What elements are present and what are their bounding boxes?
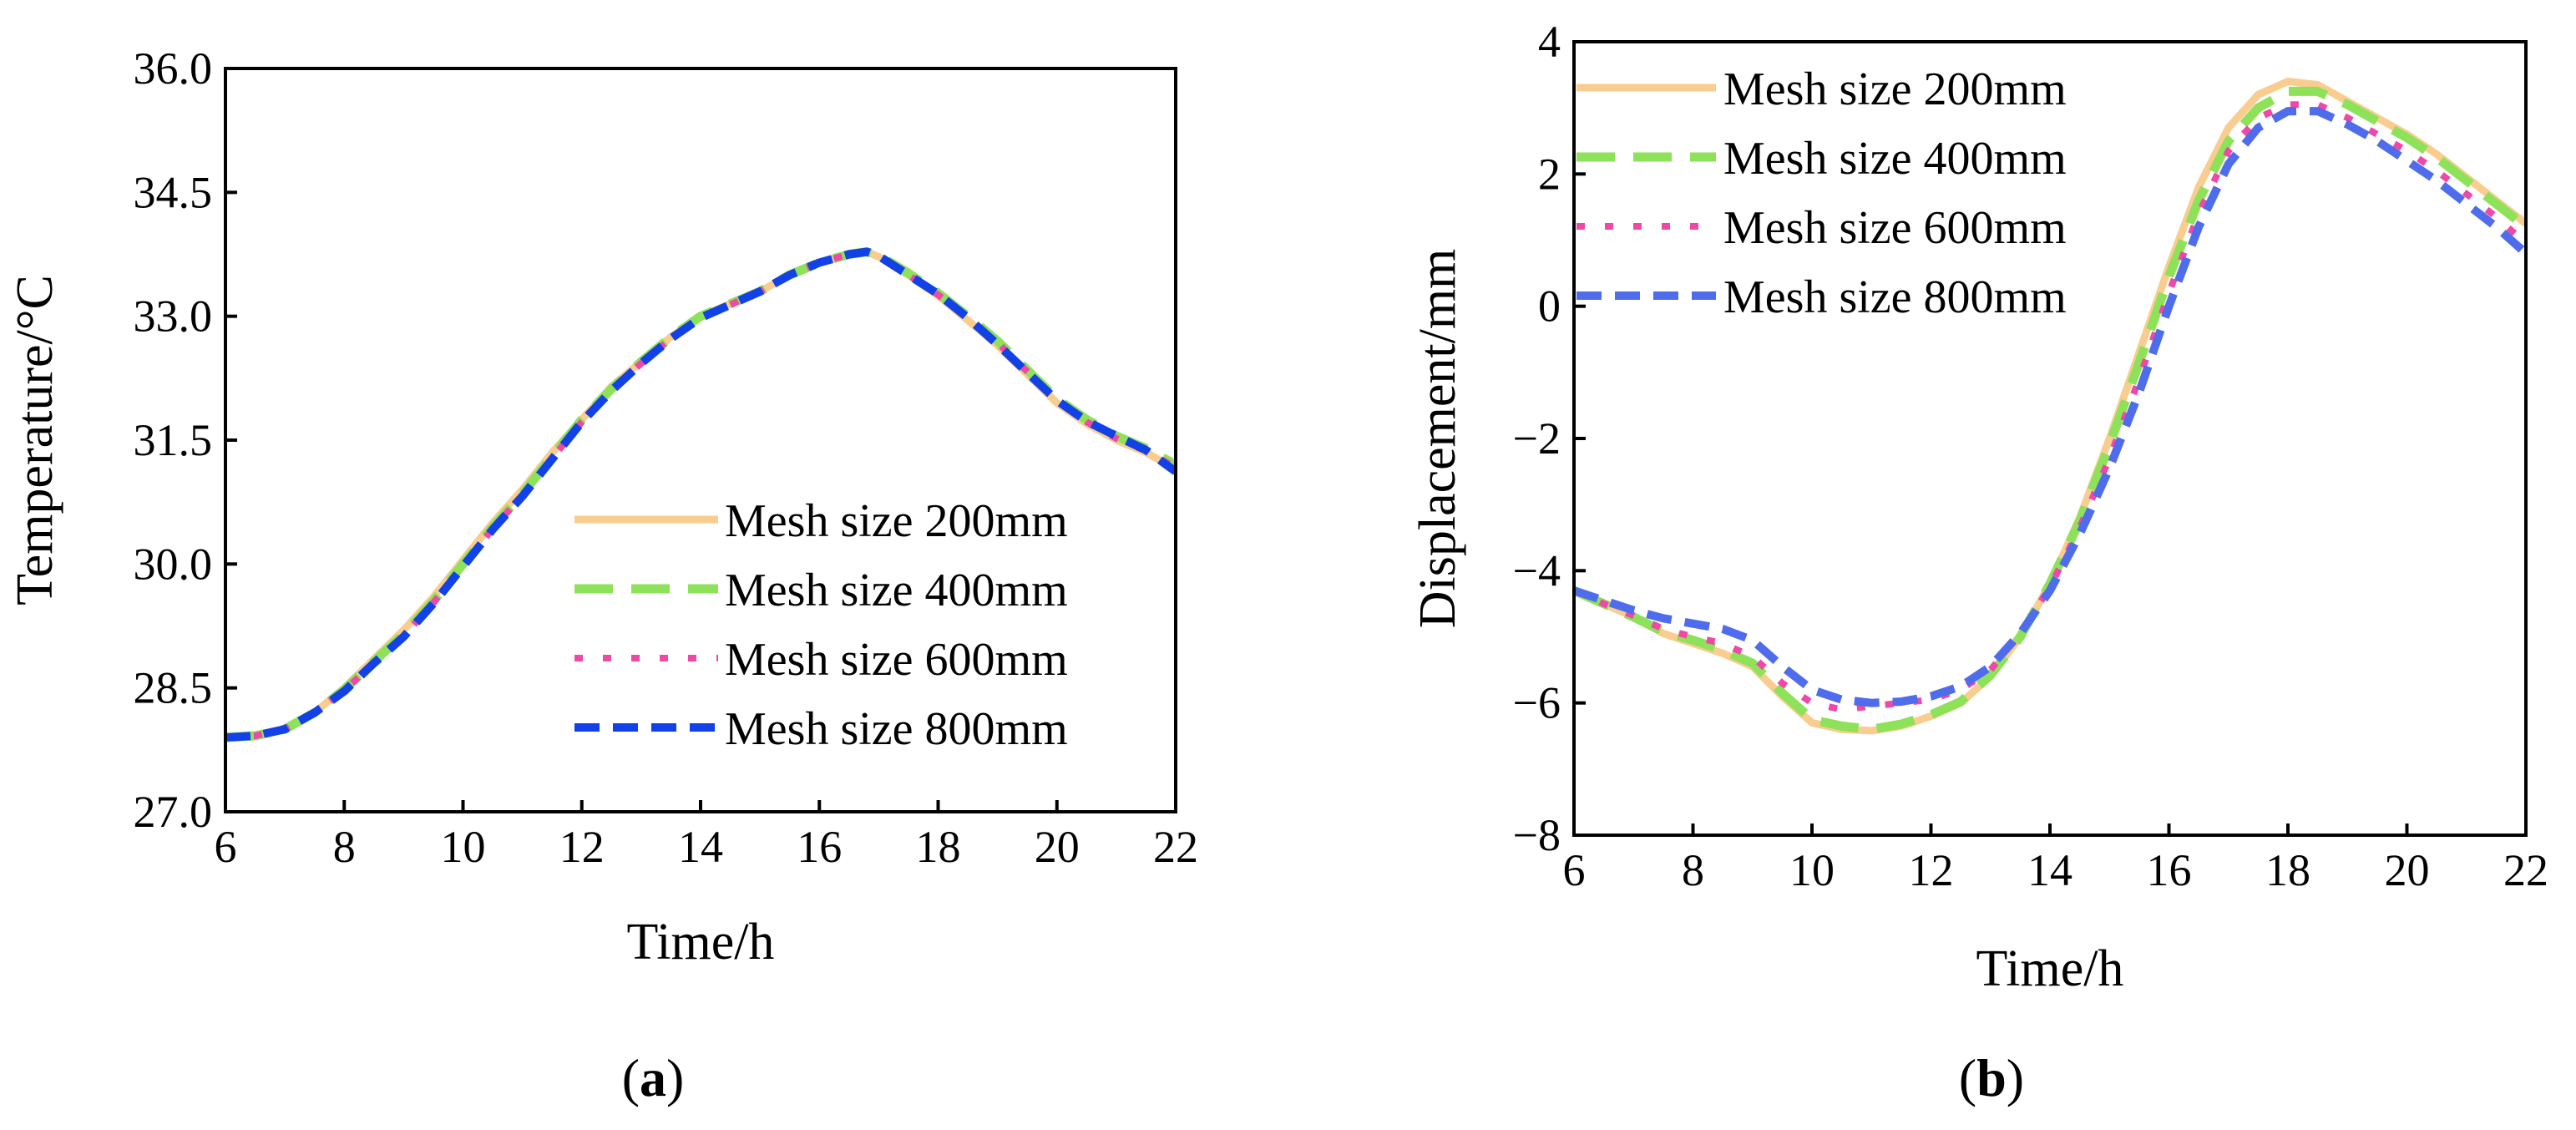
y-tick-label: −2 xyxy=(1513,413,1561,464)
panel-caption: (b) xyxy=(1959,1048,2024,1107)
series-line-2 xyxy=(1574,86,2526,734)
y-tick-label: 34.5 xyxy=(134,167,213,217)
x-tick-label: 8 xyxy=(1682,845,1704,895)
y-tick-label: 2 xyxy=(1538,149,1561,199)
y-tick-label: 31.5 xyxy=(134,415,213,465)
x-tick-label: 12 xyxy=(1909,845,1954,895)
legend-label-3: Mesh size 600mm xyxy=(1723,202,2067,254)
series-line-4 xyxy=(225,247,1176,742)
y-tick-label: 27.0 xyxy=(134,787,213,837)
x-tick-label: 6 xyxy=(215,822,237,872)
legend: Mesh size 200mm Mesh size 400mm Mesh size … xyxy=(574,495,1068,755)
axes-frame xyxy=(224,67,1177,813)
legend-label-2: Mesh size 400mm xyxy=(1723,133,2067,185)
y-tick-label: 4 xyxy=(1538,17,1561,67)
x-tick-label: 10 xyxy=(441,822,486,872)
legend-label-3: Mesh size 600mm xyxy=(725,634,1068,686)
y-tick-label: −4 xyxy=(1513,545,1561,595)
y-tick-label: 33.0 xyxy=(134,291,213,342)
y-tick-label: 30.0 xyxy=(134,539,213,589)
x-axis-title: Time/h xyxy=(1976,940,2124,997)
caption-letter: b xyxy=(1976,1048,2007,1107)
x-tick-label: 6 xyxy=(1563,845,1586,895)
x-tick-label: 14 xyxy=(2027,845,2072,895)
chart-panel-b: 6 8 10 12 14 16 18 20 22 −8 −6 −4 −2 0 2 4 Time/h Displac… xyxy=(1409,17,2548,1107)
legend-label-1: Mesh size 200mm xyxy=(1723,63,2067,115)
x-tick-label: 12 xyxy=(559,822,605,872)
x-tick-label: 16 xyxy=(2147,845,2192,895)
legend-label-1: Mesh size 200mm xyxy=(725,495,1068,547)
panel-caption: (a) xyxy=(622,1048,685,1107)
x-tick-label: 20 xyxy=(1035,822,1080,872)
x-tick-label: 18 xyxy=(2265,845,2310,895)
legend: Mesh size 200mm Mesh size 400mm Mesh size … xyxy=(1576,63,2067,323)
legend-label-4: Mesh size 800mm xyxy=(725,703,1068,755)
legend-label-2: Mesh size 400mm xyxy=(725,565,1068,616)
y-axis-title: Temperature/°C xyxy=(7,275,63,606)
x-tick-label: 22 xyxy=(2503,845,2548,895)
caption-paren-open: ( xyxy=(1959,1048,1976,1107)
x-tick-label: 8 xyxy=(333,822,356,872)
y-tick-label: 36.0 xyxy=(134,43,213,94)
x-tick-label: 14 xyxy=(678,822,723,872)
series-group xyxy=(225,247,1176,742)
x-tick-label: 16 xyxy=(797,822,842,872)
legend-label-4: Mesh size 800mm xyxy=(1723,271,2067,323)
x-axis-title: Time/h xyxy=(627,914,775,970)
x-tick-label: 10 xyxy=(1789,845,1835,895)
series-line-4 xyxy=(1574,107,2526,707)
x-tick-label: 22 xyxy=(1153,822,1198,872)
caption-paren-close: ) xyxy=(666,1048,684,1107)
y-axis-title: Displacement/mm xyxy=(1409,249,1466,629)
caption-paren-open: ( xyxy=(622,1048,640,1107)
y-tick-label: −6 xyxy=(1513,678,1561,728)
caption-paren-close: ) xyxy=(2007,1048,2024,1107)
y-tick-label: 0 xyxy=(1538,281,1561,332)
series-group xyxy=(1574,78,2526,735)
chart-panel-a: 6 8 10 12 14 16 18 20 22 27.0 28.5 30.0 31.5 33.0 34.5… xyxy=(7,43,1198,1107)
x-tick-label: 20 xyxy=(2385,845,2430,895)
y-tick-label: 28.5 xyxy=(134,663,213,713)
caption-letter: a xyxy=(640,1048,666,1107)
series-line-3 xyxy=(1574,101,2526,713)
y-tick-label: −8 xyxy=(1513,810,1561,860)
x-tick-label: 18 xyxy=(916,822,961,872)
